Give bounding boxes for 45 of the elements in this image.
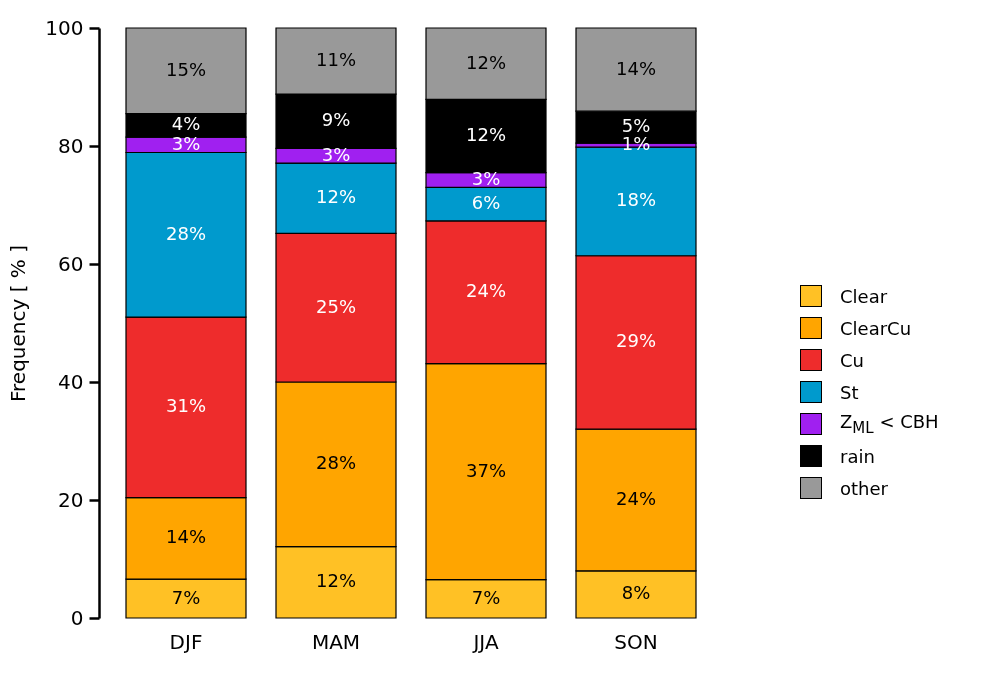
data-label: 12% (315, 186, 357, 208)
data-label: 4% (171, 113, 201, 135)
data-label: 14% (615, 57, 657, 79)
data-label: 15% (165, 58, 207, 80)
y-tick-label: 40 (58, 369, 84, 394)
y-tick-label: 80 (58, 133, 84, 158)
data-label: 14% (165, 526, 207, 548)
data-label: 25% (315, 295, 357, 317)
data-label: 3% (171, 132, 201, 154)
legend-label: Cu (840, 349, 864, 371)
x-tick-label: JJA (471, 629, 499, 654)
data-label: 31% (165, 395, 207, 417)
y-tick-label: 100 (45, 15, 84, 40)
data-label: 12% (465, 51, 507, 73)
x-tick-label: DJF (169, 629, 203, 654)
data-label: 28% (315, 452, 357, 474)
data-label: 8% (621, 582, 651, 604)
x-tick-label: MAM (311, 629, 361, 654)
data-label: 9% (321, 109, 351, 131)
legend-label: ClearCu (840, 317, 912, 339)
y-tick-label: 0 (70, 605, 84, 630)
y-tick-label: 20 (58, 487, 84, 512)
data-label: 18% (615, 189, 657, 211)
legend-label: rain (840, 445, 875, 467)
legend-label: Z$_{ML}$ < CBH (840, 411, 939, 437)
data-label: 7% (471, 586, 501, 608)
legend-label: St (840, 381, 859, 403)
legend-label: Clear (840, 285, 888, 307)
data-label: 12% (315, 570, 357, 592)
data-label: 24% (465, 280, 507, 302)
data-label: 3% (321, 143, 351, 165)
legend-label: other (840, 477, 888, 499)
data-label: 37% (465, 459, 507, 481)
data-label: 11% (315, 49, 357, 71)
data-label: 29% (615, 330, 657, 352)
data-label: 12% (465, 123, 507, 145)
data-label: 5% (621, 115, 651, 137)
data-label: 24% (615, 488, 657, 509)
data-label: 7% (171, 586, 201, 608)
data-label: 6% (471, 192, 501, 214)
data-label: 28% (165, 222, 207, 244)
y-tick-label: 60 (58, 251, 84, 276)
x-tick-label: SON (614, 629, 658, 654)
data-label: 3% (471, 167, 501, 189)
y-axis-title: Frequency [ % ] (6, 244, 31, 403)
